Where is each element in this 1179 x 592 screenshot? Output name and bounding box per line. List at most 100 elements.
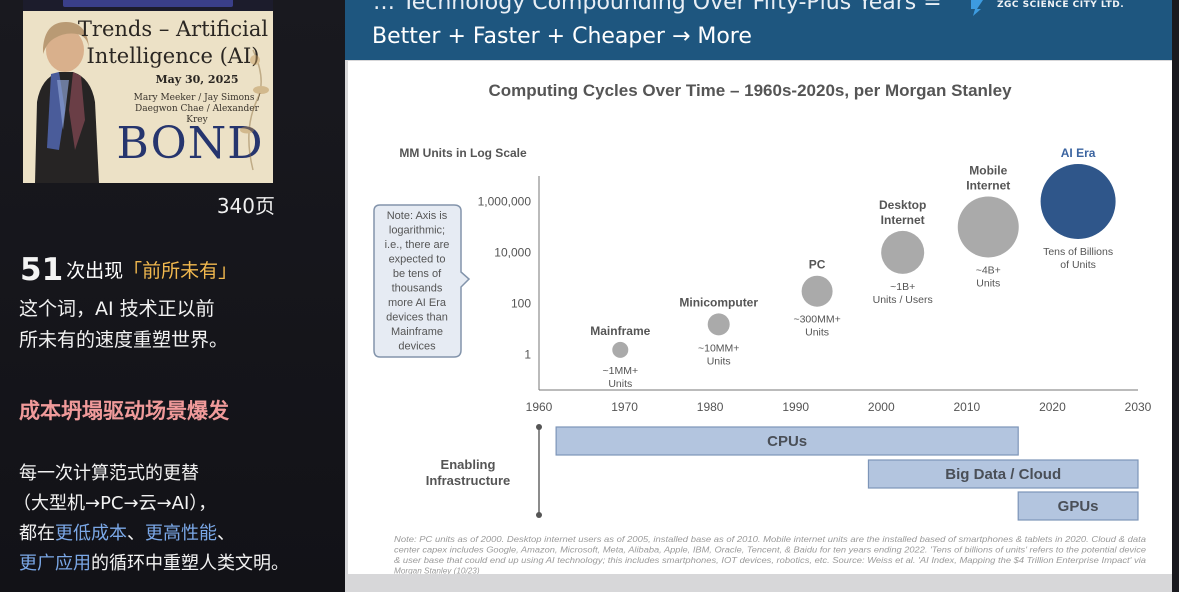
body-line-1: 每一次计算范式的更替 <box>19 463 199 484</box>
note-line: Mainframe <box>391 326 443 338</box>
slide-frame-edge <box>1172 0 1179 592</box>
body-line-3: 都在更低成本、更高性能、 <box>19 523 235 544</box>
slide-title-line-1: … Technology Compounding Over Fifty-Plus… <box>373 0 942 15</box>
note-line: Note: Axis is <box>387 210 448 222</box>
left-panel: Trends – Artificial Intelligence (AI) Ma… <box>0 0 345 592</box>
infra-bar <box>555 426 1019 456</box>
section-heading: 成本坍塌驱动场景爆发 <box>19 399 229 423</box>
note-line: expected to <box>389 254 446 266</box>
bubble-name-label: Internet <box>881 213 925 227</box>
cover-date: May 30, 2025 <box>155 73 239 86</box>
bubble-value-label: Tens of Billions <box>1043 246 1113 258</box>
body-line-2: （大型机→PC→云→AI）， <box>13 493 217 514</box>
bubble-group-mainframe: Mainframe ~1MM+Units <box>590 324 650 390</box>
author-photo <box>35 22 99 183</box>
footnote-line: Note: PC units as of 2000. Desktop inter… <box>394 535 1147 544</box>
x-tick-label: 2000 <box>868 400 895 414</box>
y-tick-label: 1,000,000 <box>478 194 532 208</box>
footnote: Note: PC units as of 2000. Desktop inter… <box>394 535 1147 574</box>
x-tick-label: 2010 <box>954 400 981 414</box>
note-line: logarithmic; <box>389 225 445 237</box>
data-bubble <box>881 230 925 274</box>
note-line: be tens of <box>393 268 442 280</box>
data-bubble <box>612 341 629 358</box>
y-tick-label: 100 <box>511 296 531 310</box>
botanical-decoration <box>240 49 269 171</box>
bubble-value-label: Units <box>805 327 829 339</box>
infra-bar <box>867 459 1139 489</box>
stat-text-line-2: 这个词，AI 技术正以前 <box>19 298 215 320</box>
slide-content: Computing Cycles Over Time – 1960s-2020s… <box>348 61 1172 574</box>
bubble-value-label: Units <box>976 277 1000 289</box>
slide-header: … Technology Compounding Over Fifty-Plus… <box>345 0 1172 60</box>
infra-timeline-end-dot <box>536 512 542 518</box>
bubble-value-label: Units <box>608 378 632 390</box>
keyword-wider-application: 更广应用 <box>19 553 91 574</box>
chart-title: Computing Cycles Over Time – 1960s-2020s… <box>488 81 1012 100</box>
bubble-value-label: Units <box>707 355 731 367</box>
bubble-name-label: PC <box>809 258 826 272</box>
bubble-name-label: Mobile <box>969 163 1007 177</box>
cover-title: Trends – Artificial Intelligence (AI) <box>77 17 269 68</box>
cover-banner <box>23 0 273 11</box>
bubble-value-label: ~1B+ <box>890 281 915 293</box>
note-line: thousands <box>392 283 443 295</box>
bubble-value-label: of Units <box>1060 259 1096 271</box>
zgc-logo-icon <box>971 0 983 16</box>
slide: … Technology Compounding Over Fifty-Plus… <box>345 0 1179 592</box>
x-tick-label: 1970 <box>611 400 638 414</box>
bubble-value-label: ~4B+ <box>976 264 1001 276</box>
x-tick-label: 1980 <box>697 400 724 414</box>
cover-brand: BOND <box>116 118 264 169</box>
keyword-lower-cost: 更低成本 <box>55 523 127 544</box>
bubble-value-label: ~1MM+ <box>602 365 638 377</box>
infra-bar-label: Big Data / Cloud <box>945 466 1061 483</box>
bubble-group-minicomputer: Minicomputer ~10MM+Units <box>679 295 758 367</box>
x-tick-label: 1960 <box>526 400 553 414</box>
infra-bar <box>1017 491 1139 521</box>
bubble-value-label: ~10MM+ <box>698 342 739 354</box>
keyword-higher-performance: 更高性能 <box>145 523 217 544</box>
stat-line: 51 次出现「前所未有」 <box>20 252 237 288</box>
data-bubble <box>957 196 1019 258</box>
stat-text-line-3: 所未有的速度重塑世界。 <box>19 329 229 351</box>
slide-title-line-2: Better + Faster + Cheaper → More <box>372 24 752 49</box>
x-tick-label: 2020 <box>1039 400 1066 414</box>
infra-label-line-2: Infrastructure <box>426 473 511 488</box>
footnote-line: Morgan Stanley (10/23) <box>394 567 480 575</box>
footnote-line: center capex includes Google, Amazon, Mi… <box>394 546 1146 555</box>
note-line: more AI Era <box>388 297 447 309</box>
brand-watermark: ZGC SCIENCE CITY LTD. <box>997 0 1125 10</box>
computing-cycles-chart: Computing Cycles Over Time – 1960s-2020s… <box>373 81 1152 574</box>
bubble-value-label: Units / Users <box>873 294 933 306</box>
stat-highlight: 「前所未有」 <box>123 260 238 282</box>
footnote-line: & user base that could end up using AI t… <box>394 556 1146 565</box>
bubble-name-label: AI Era <box>1061 146 1096 160</box>
report-cover[interactable]: Trends – Artificial Intelligence (AI) Ma… <box>23 0 273 183</box>
infra-bar-label: CPUs <box>767 433 807 450</box>
infra-label-line-1: Enabling <box>441 457 496 472</box>
bubble-name-label: Mainframe <box>590 324 650 338</box>
y-tick-label: 1 <box>524 347 531 361</box>
infra-timeline-start-dot <box>536 424 542 430</box>
x-tick-label: 1990 <box>782 400 809 414</box>
stat-prefix: 次出现 <box>66 260 124 282</box>
note-callout: Note: Axis is logarithmic; i.e., there are… <box>373 204 471 358</box>
data-bubble <box>1040 163 1116 239</box>
data-bubble <box>707 313 730 336</box>
bubble-value-label: ~300MM+ <box>793 314 840 326</box>
infra-bar-label: GPUs <box>1058 498 1099 515</box>
note-line: i.e., there are <box>385 239 450 251</box>
bubble-name-label: Internet <box>966 178 1010 192</box>
bubble-group-pc: PC ~300MM+Units <box>793 258 840 339</box>
bubble-name-label: Desktop <box>879 198 926 212</box>
y-axis-label: MM Units in Log Scale <box>399 146 527 160</box>
y-tick-label: 10,000 <box>494 245 531 259</box>
note-line: devices <box>398 341 436 353</box>
x-tick-label: 2030 <box>1125 400 1152 414</box>
page-count: 340页 <box>216 194 275 218</box>
body-line-4: 更广应用的循环中重塑人类文明。 <box>19 553 289 574</box>
